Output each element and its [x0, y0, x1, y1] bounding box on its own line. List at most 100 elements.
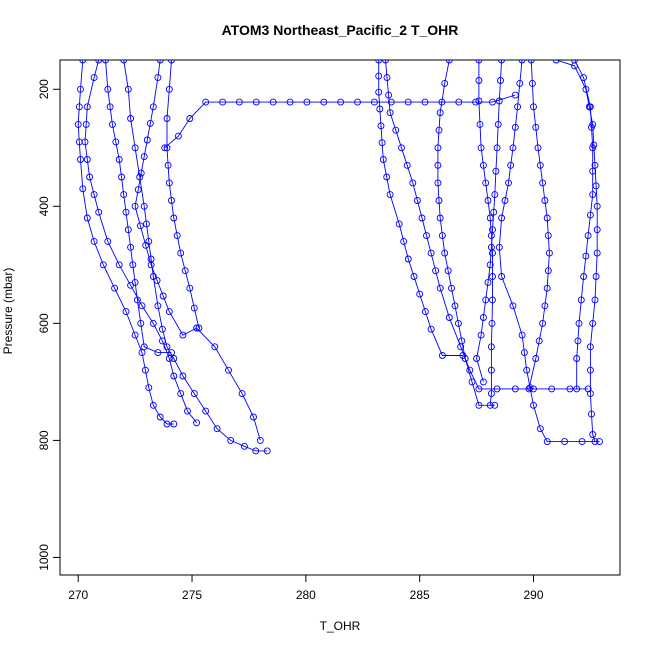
- data-point: [434, 144, 442, 152]
- data-point: [81, 138, 89, 146]
- data-point: [83, 103, 91, 111]
- data-point: [475, 97, 483, 105]
- data-point: [124, 85, 132, 93]
- data-point: [444, 267, 452, 275]
- data-point: [441, 79, 449, 87]
- data-point: [590, 141, 598, 149]
- data-point: [489, 98, 496, 106]
- data-point: [74, 120, 82, 128]
- series-line-9: [437, 60, 495, 406]
- data-point: [585, 103, 593, 111]
- data-point: [475, 77, 483, 84]
- data-point: [527, 60, 535, 64]
- data-point: [523, 366, 531, 374]
- data-point: [95, 208, 103, 216]
- data-point: [177, 390, 185, 398]
- data-point: [436, 214, 444, 222]
- plot-frame: [59, 59, 621, 576]
- data-point: [468, 378, 476, 386]
- data-point: [413, 197, 421, 204]
- data-point: [488, 319, 496, 327]
- data-point: [501, 197, 509, 204]
- data-point: [163, 343, 171, 351]
- data-point: [591, 296, 599, 304]
- data-point: [127, 115, 135, 122]
- data-point: [146, 119, 154, 127]
- data-point: [106, 103, 114, 111]
- x-tick-label: 275: [182, 588, 202, 602]
- data-point: [409, 179, 417, 187]
- data-point: [528, 79, 536, 87]
- series-line-1: [84, 60, 197, 424]
- data-point: [385, 91, 393, 99]
- data-point: [140, 202, 148, 210]
- data-point: [404, 255, 412, 263]
- data-point: [211, 343, 219, 351]
- data-point: [532, 123, 540, 131]
- data-point: [195, 324, 203, 332]
- data-point: [378, 139, 386, 147]
- data-point: [487, 343, 495, 351]
- data-point: [403, 161, 411, 169]
- data-point: [507, 161, 515, 169]
- data-point: [458, 337, 466, 345]
- data-point: [505, 179, 512, 187]
- data-point: [164, 161, 172, 169]
- data-point: [174, 132, 182, 140]
- data-point: [477, 144, 485, 152]
- data-point: [131, 202, 139, 210]
- data-point: [421, 98, 429, 106]
- data-point: [303, 98, 311, 106]
- data-point: [134, 186, 142, 194]
- x-tick-label: 285: [410, 588, 430, 602]
- data-point: [386, 109, 394, 117]
- series-line-11: [476, 60, 503, 383]
- data-point: [184, 407, 191, 415]
- data-point: [127, 243, 135, 251]
- data-point: [120, 60, 128, 64]
- series-line-4: [134, 60, 261, 441]
- data-point: [193, 324, 201, 332]
- data-point: [493, 385, 501, 393]
- data-point: [136, 222, 144, 230]
- data-point: [461, 355, 469, 362]
- data-point: [544, 232, 552, 240]
- data-point: [170, 214, 178, 222]
- data-point: [586, 366, 594, 374]
- data-point: [161, 144, 169, 152]
- data-point: [142, 241, 150, 249]
- data-point: [498, 214, 506, 222]
- data-point: [165, 179, 173, 187]
- data-point: [149, 319, 157, 327]
- data-point: [489, 296, 496, 304]
- data-point: [573, 385, 581, 393]
- data-point: [596, 438, 603, 446]
- data-point: [573, 355, 581, 362]
- data-point: [577, 296, 585, 304]
- data-point: [392, 126, 400, 134]
- data-point: [451, 302, 459, 310]
- data-point: [532, 355, 540, 362]
- data-point: [543, 438, 551, 446]
- data-point: [386, 191, 394, 199]
- data-point: [518, 331, 526, 339]
- data-point: [131, 144, 139, 152]
- data-point: [104, 85, 112, 93]
- data-point: [263, 447, 271, 455]
- data-point: [498, 60, 506, 64]
- data-point: [122, 308, 130, 316]
- data-point: [90, 237, 98, 245]
- data-point: [225, 366, 232, 374]
- x-tick-label: 280: [296, 588, 316, 602]
- data-point: [159, 292, 167, 300]
- data-point: [586, 211, 594, 219]
- data-point: [370, 98, 378, 106]
- data-point: [475, 385, 483, 393]
- data-point: [83, 156, 91, 163]
- data-point: [511, 385, 519, 393]
- data-point: [256, 436, 264, 444]
- data-point: [383, 74, 391, 82]
- data-point: [580, 273, 588, 280]
- data-point: [448, 284, 455, 292]
- data-point: [543, 284, 551, 292]
